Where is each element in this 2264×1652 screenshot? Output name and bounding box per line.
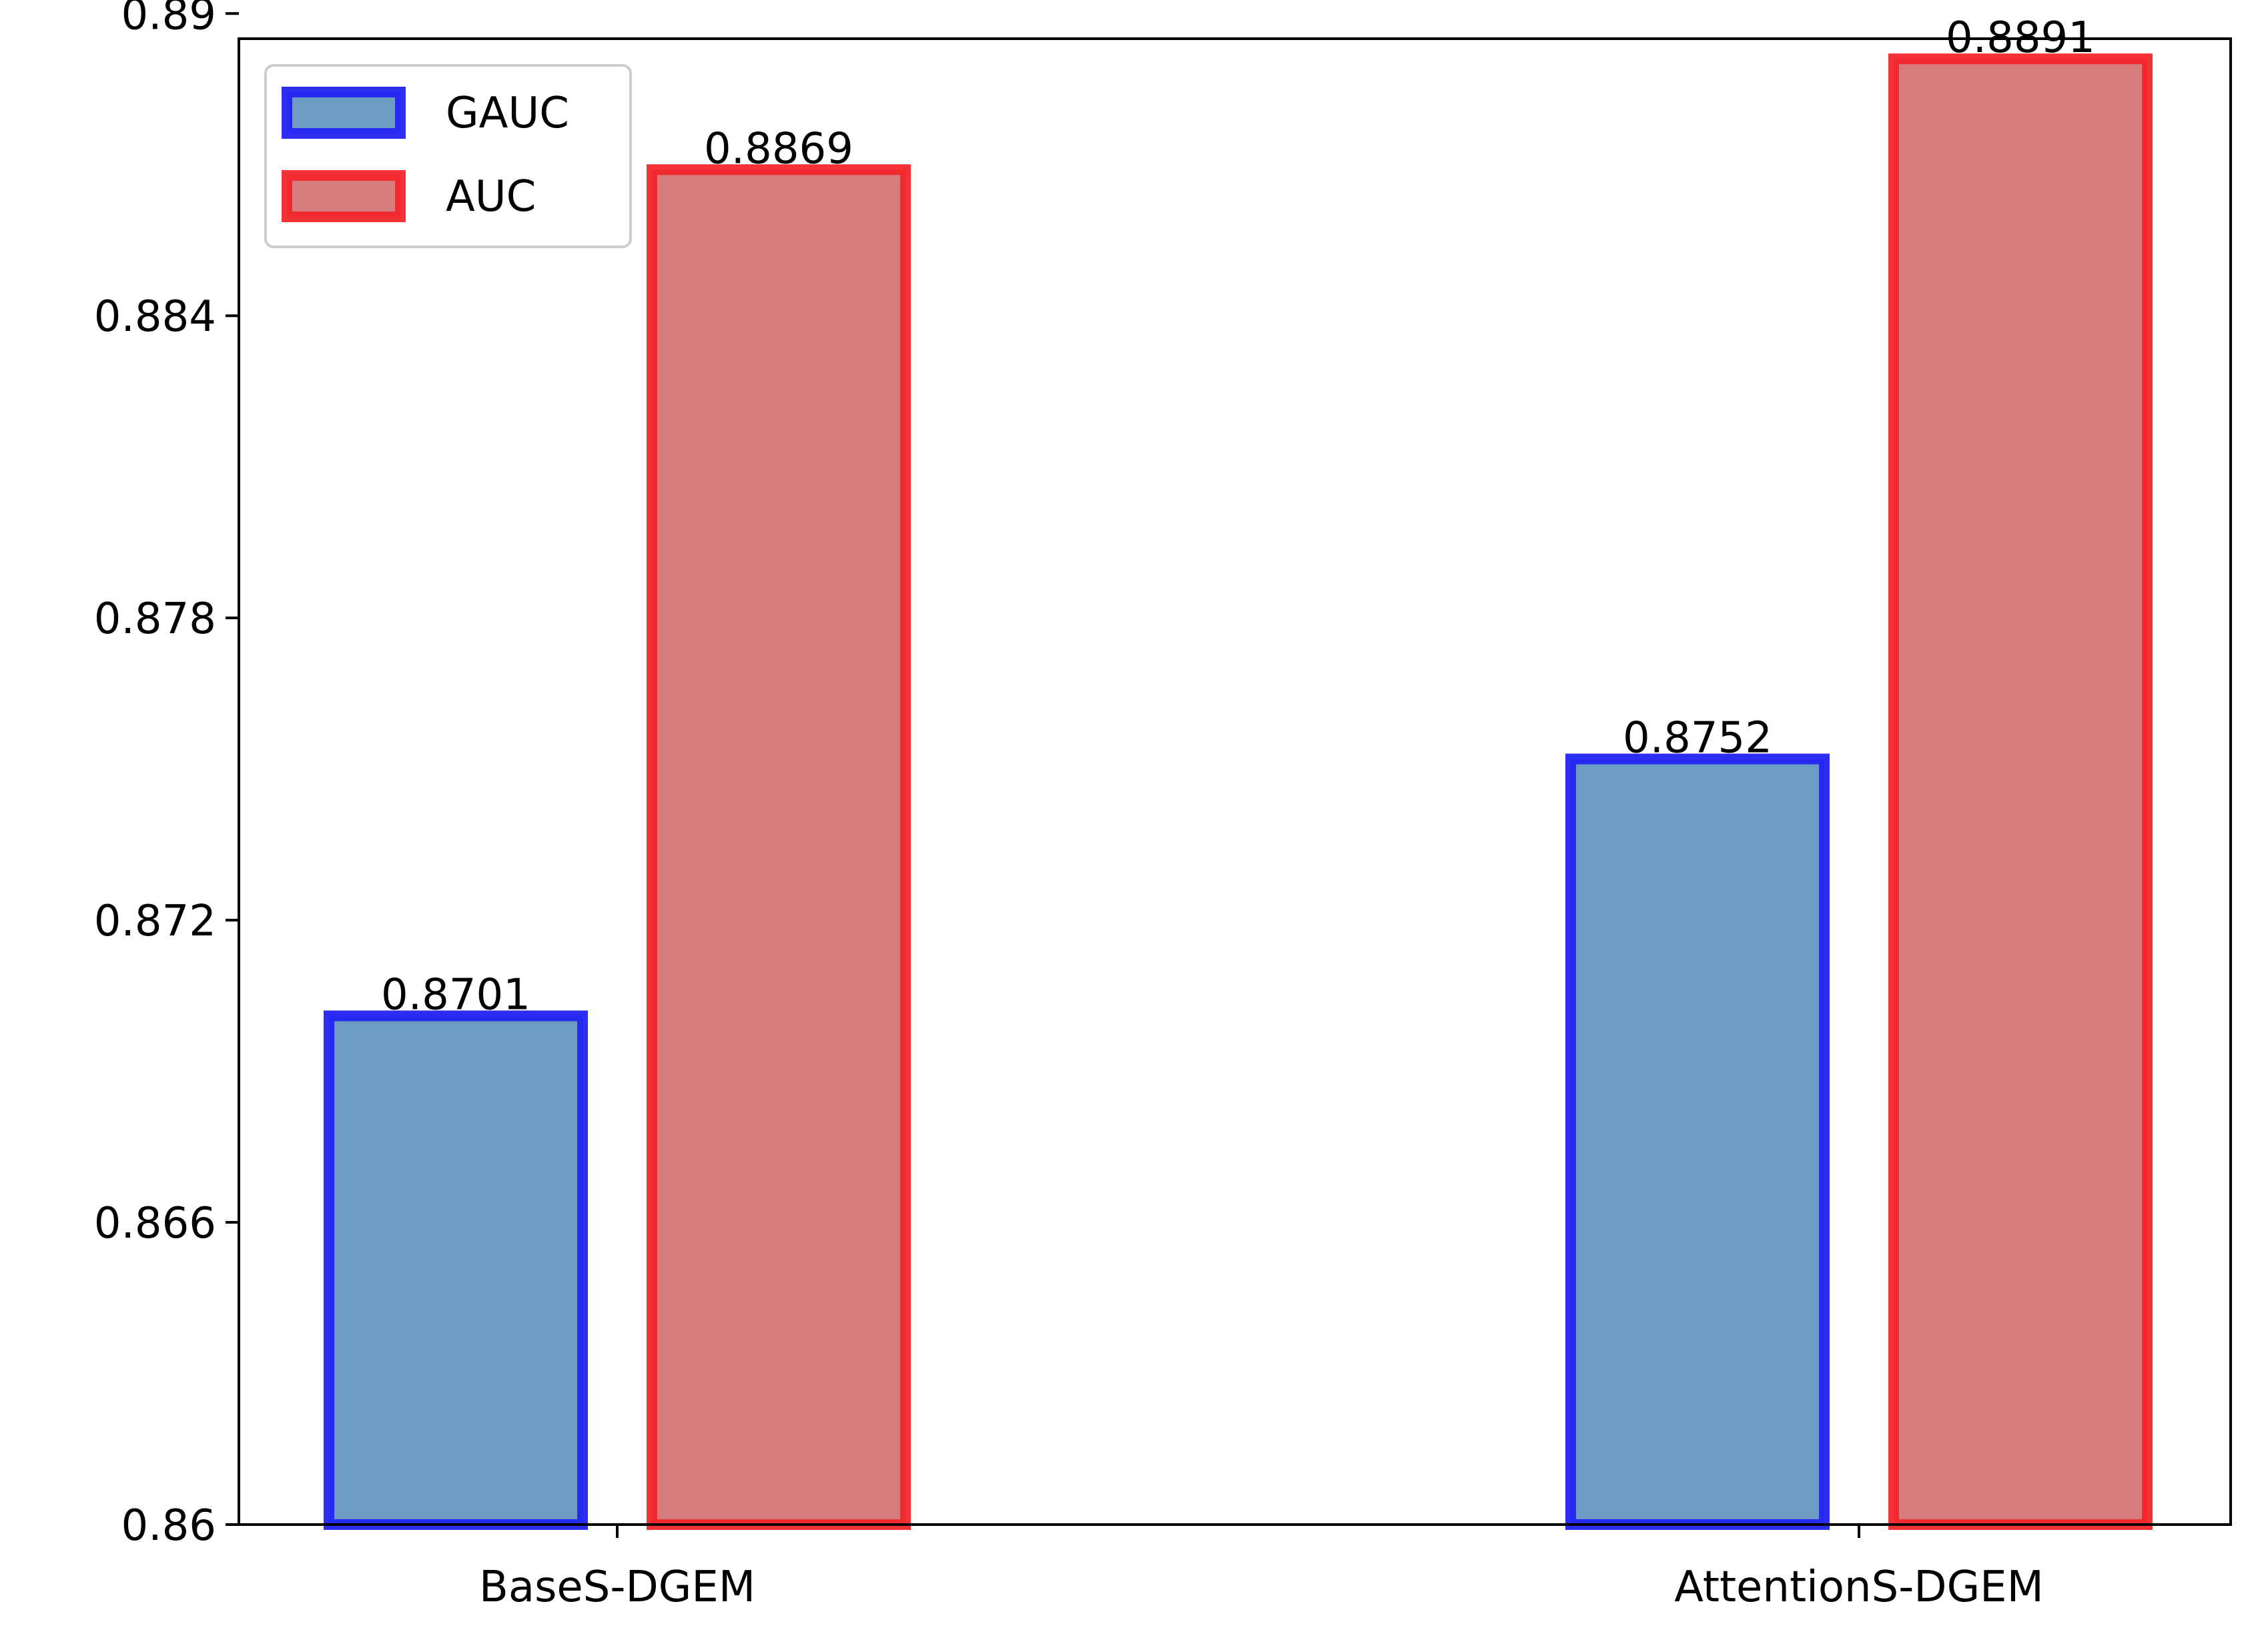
bar-gauc-bases-dgem — [324, 1010, 588, 1531]
data-label-auc-1: 0.8869 — [704, 124, 853, 173]
legend: GAUC AUC — [264, 64, 632, 248]
y-tick-label: 0.89 — [121, 0, 217, 39]
x-tick-label: BaseS-DGEM — [479, 1563, 755, 1612]
y-tick-label: 0.884 — [94, 292, 216, 342]
y-tick-label: 0.878 — [94, 594, 216, 644]
bar-auc-attentions-dgem — [1888, 53, 2153, 1531]
y-tick-label: 0.86 — [121, 1501, 217, 1551]
plot-frame — [238, 37, 2232, 1526]
data-label-gauc-1: 0.8701 — [381, 971, 530, 1020]
axes-layer: 0.86 0.866 0.872 0.878 0.884 0.89 BaseS-DGEM At… — [94, 0, 2232, 1612]
legend-label-auc: AUC — [446, 172, 536, 222]
bar-auc-bases-dgem — [647, 164, 911, 1531]
bar-gauc-attentions-dgem — [1565, 753, 1830, 1530]
y-tick-label: 0.866 — [94, 1199, 216, 1248]
data-label-gauc-2: 0.8752 — [1623, 714, 1772, 763]
bars-layer — [324, 53, 2153, 1531]
legend-swatch-auc — [282, 170, 406, 222]
x-tick-label: AttentionS-DGEM — [1674, 1563, 2044, 1612]
y-tick-label: 0.872 — [94, 897, 216, 946]
legend-label-gauc: GAUC — [446, 89, 569, 138]
legend-swatch-gauc — [282, 87, 406, 139]
